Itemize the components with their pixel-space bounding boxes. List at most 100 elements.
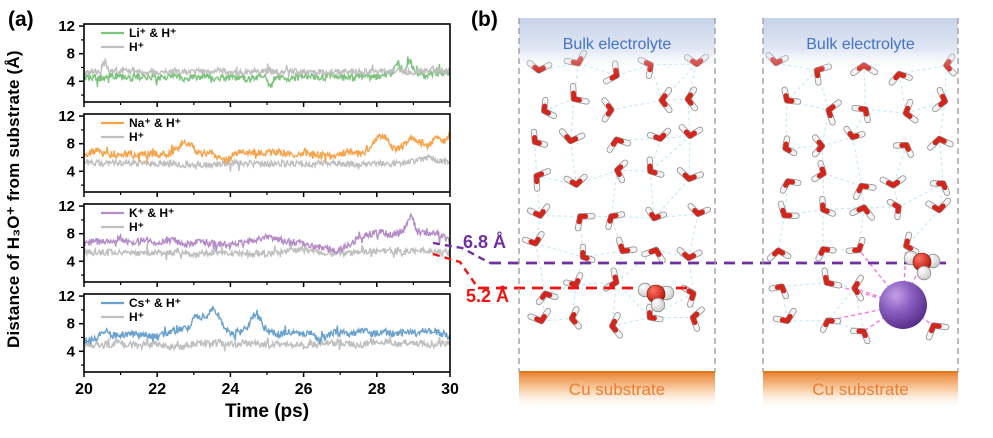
water-molecule (646, 303, 664, 323)
cu-substrate-label-left: Cu substrate (568, 380, 666, 399)
water-molecule (533, 168, 552, 192)
water-molecule (646, 156, 665, 178)
coordination-bond (827, 304, 904, 322)
x-tick-label: 20 (75, 381, 93, 398)
annotation-layer (432, 241, 946, 290)
hydrogen-bond (611, 316, 650, 327)
y-tick-label: 8 (67, 136, 75, 153)
water-molecule (574, 213, 596, 232)
legend-label: H⁺ (129, 130, 144, 144)
water-molecule (819, 317, 842, 333)
legend-label: H⁺ (129, 40, 144, 54)
bulk-electrolyte-label-right: Bulk electrolyte (806, 36, 915, 53)
hydrogen-bond (570, 141, 577, 185)
water-molecule (641, 246, 666, 264)
bulk-electrolyte-region (763, 18, 958, 74)
hydrogen-bond (688, 213, 699, 259)
water-molecule (925, 197, 952, 214)
bulk-electrolyte-region (519, 18, 715, 74)
series-line (84, 242, 450, 261)
subplot-2: 4 8 12 K⁺ & H⁺H⁺ (58, 198, 451, 287)
y-tick-label: 8 (67, 226, 75, 243)
series-line (84, 333, 450, 352)
water-molecule (568, 306, 582, 330)
x-tick-label: 30 (441, 381, 459, 398)
cu-substrate-region (519, 372, 715, 410)
water-molecule (819, 195, 836, 217)
water-molecule (886, 198, 902, 221)
hydrogen-atom (650, 297, 666, 313)
water-molecule (676, 167, 704, 183)
hydrogen-bond (785, 145, 823, 149)
hydrogen-bond (905, 209, 940, 247)
hydrogen-bond (576, 281, 617, 286)
coordination-bond (858, 249, 904, 306)
water-molecule (849, 204, 875, 221)
hydrogen-bond (858, 207, 865, 250)
hydrogen-bond (898, 73, 907, 114)
hydrogen-bond (535, 215, 541, 244)
hydrogen-bond (777, 215, 785, 251)
x-axis-title: Time (ps) (224, 401, 310, 422)
water-molecule (821, 267, 842, 289)
hydrogen-bond (649, 293, 694, 318)
water-molecule (535, 290, 559, 306)
water-molecule (845, 237, 866, 254)
hydrogen-bond (661, 98, 688, 101)
water-molecule (615, 236, 638, 255)
legend-label: Cs⁺ & H⁺ (129, 296, 181, 310)
cu-substrate-label-right: Cu substrate (812, 380, 909, 399)
water-molecule (781, 86, 802, 105)
water-molecule (929, 180, 951, 196)
hydrogen-bond (821, 136, 853, 147)
water-molecule (815, 246, 837, 262)
special-molecule-layer (637, 250, 941, 329)
legend-label: Li⁺ & H⁺ (129, 26, 176, 40)
water-molecule (853, 182, 877, 200)
water-molecule (879, 175, 907, 189)
hydrogen-bond (688, 135, 691, 179)
panel-b-label: (b) (471, 8, 498, 31)
y-tick-label: 8 (67, 316, 75, 333)
water-molecule (850, 327, 871, 345)
water-molecule (527, 307, 552, 325)
water-molecule (768, 283, 790, 300)
y-tick-label: 4 (67, 73, 76, 90)
water-molecule (602, 267, 620, 292)
hydronium-ion (637, 282, 675, 313)
hydrogen-bond (821, 145, 825, 174)
hydrogen-bond (616, 281, 651, 318)
water-molecule (563, 272, 584, 288)
water-molecule (932, 87, 949, 112)
hydrogen-bond (852, 137, 862, 187)
hydronium-ion (903, 250, 941, 281)
water-molecule (658, 87, 673, 114)
water-molecule (541, 96, 557, 119)
series-line (84, 305, 450, 345)
hydrogen-bond (786, 69, 818, 101)
hydrogen-bond (540, 215, 581, 217)
subplot-0: 4 8 12 Li⁺ & H⁺H⁺ (58, 18, 451, 107)
hydrogen-bond (687, 99, 691, 136)
alkali-cation (879, 281, 927, 329)
water-molecule (526, 203, 551, 219)
water-molecule (811, 134, 826, 158)
x-tick-label: 28 (368, 381, 386, 398)
water-molecule (851, 105, 871, 124)
water-molecule (522, 231, 545, 247)
hydrogen-bond (781, 282, 827, 288)
water-molecule (903, 231, 920, 255)
water-molecule (777, 200, 800, 219)
distance-annotation-6-8: 6.8 Å (463, 232, 507, 252)
water-molecule (772, 307, 797, 325)
water-molecule (782, 135, 798, 157)
hydrogen-bond (938, 183, 944, 211)
subplot-1: 4 8 12 Na⁺ & H⁺H⁺ (58, 108, 451, 197)
hydrogen-bond (860, 185, 865, 208)
hydrogen-bond (649, 171, 655, 219)
y-tick-label: 4 (67, 253, 76, 270)
y-tick-label: 12 (58, 198, 75, 215)
hydrogen-bond (611, 99, 662, 111)
series-line (84, 57, 450, 79)
